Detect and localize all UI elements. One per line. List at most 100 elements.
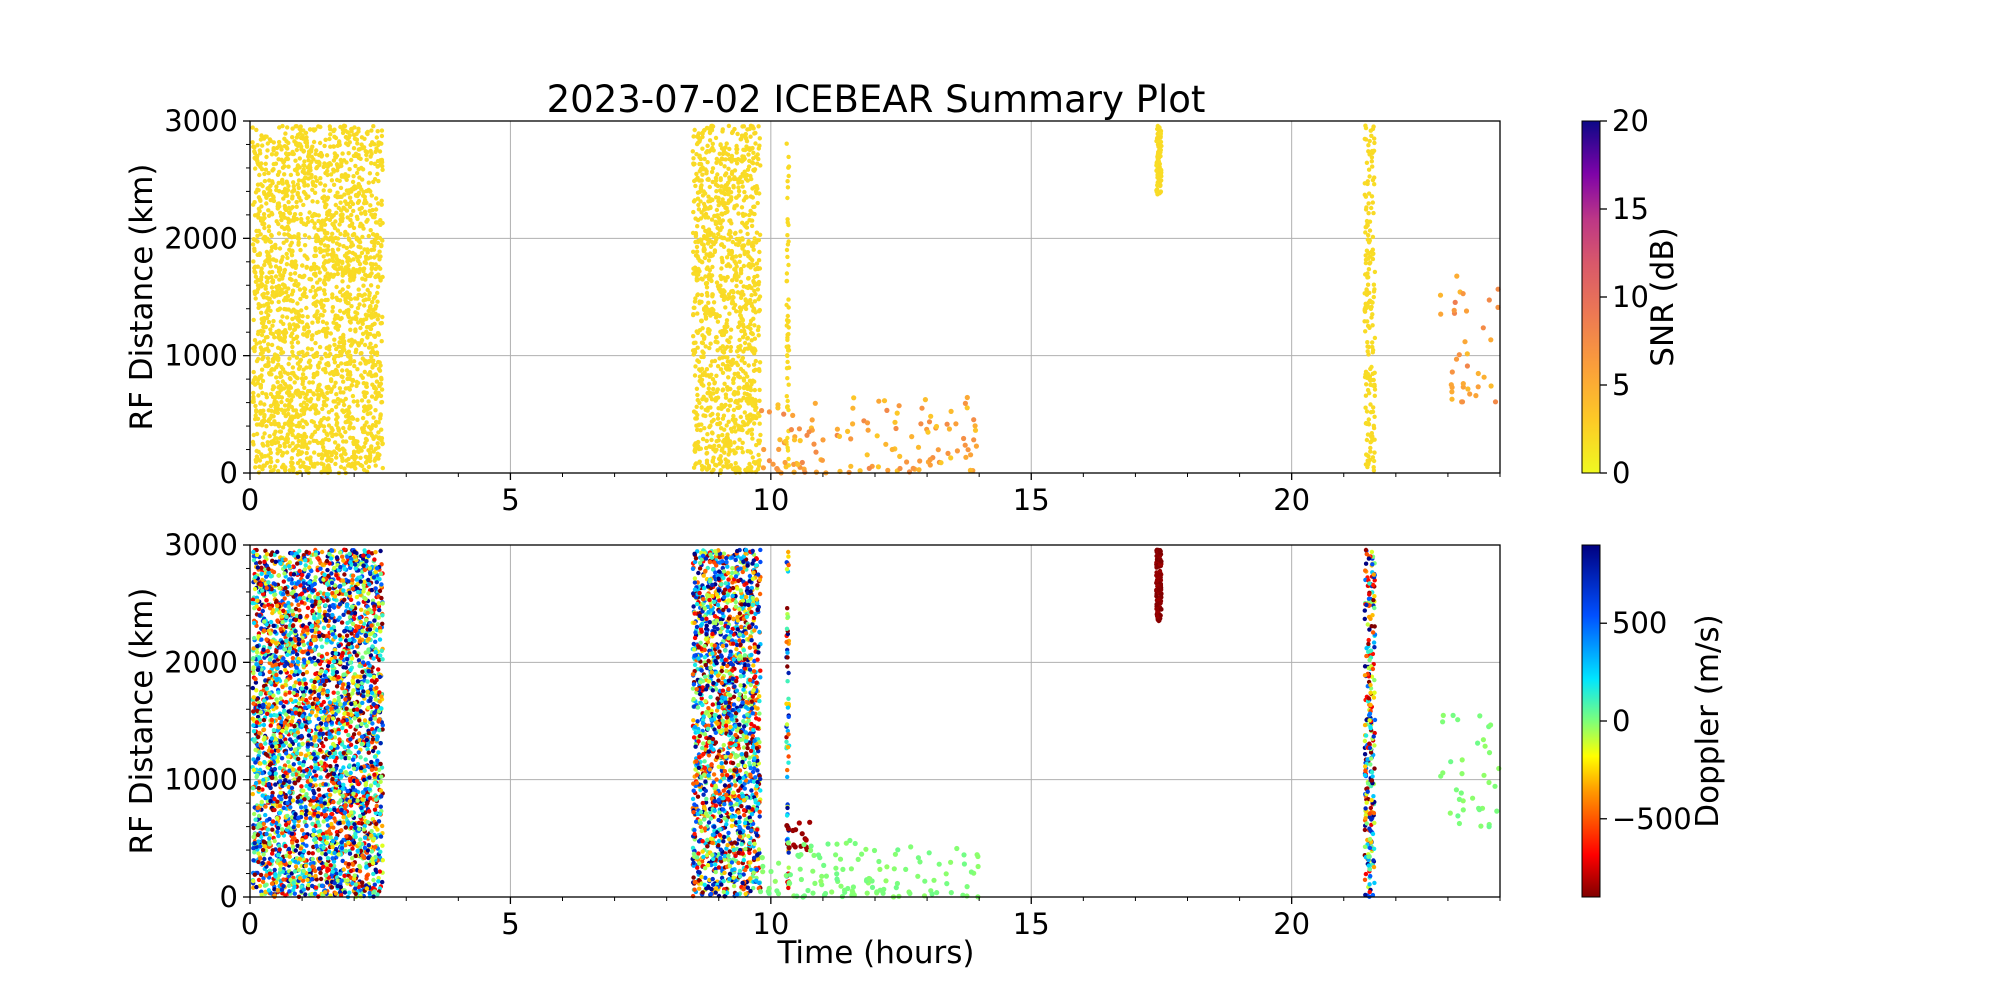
snr-data-point bbox=[373, 363, 377, 367]
snr-data-point bbox=[369, 283, 373, 287]
snr-data-point bbox=[350, 383, 354, 387]
snr-data-point bbox=[322, 327, 326, 331]
snr-data-point bbox=[342, 403, 346, 407]
snr-data-point bbox=[279, 400, 283, 404]
snr-data-point bbox=[904, 459, 909, 464]
snr-data-point bbox=[336, 345, 340, 349]
snr-data-point bbox=[364, 461, 368, 465]
snr-data-point bbox=[731, 418, 735, 422]
snr-data-point bbox=[711, 166, 715, 170]
snr-data-point bbox=[267, 224, 271, 228]
snr-data-point bbox=[785, 279, 789, 283]
snr-data-point bbox=[336, 164, 340, 168]
snr-data-point bbox=[758, 433, 762, 437]
snr-data-point bbox=[340, 375, 344, 379]
snr-data-point bbox=[261, 379, 265, 383]
snr-data-point bbox=[275, 459, 279, 463]
snr-data-point bbox=[340, 279, 344, 283]
snr-data-point bbox=[719, 235, 723, 239]
snr-data-point bbox=[1159, 144, 1163, 148]
snr-data-point bbox=[744, 307, 748, 311]
snr-data-point bbox=[262, 292, 266, 296]
snr-data-point bbox=[747, 159, 751, 163]
snr-data-point bbox=[741, 441, 745, 445]
snr-data-point bbox=[303, 192, 307, 196]
snr-data-point bbox=[1363, 329, 1367, 333]
snr-data-point bbox=[334, 285, 338, 289]
snr-data-point bbox=[345, 178, 349, 182]
snr-data-point bbox=[264, 275, 268, 279]
snr-data-point bbox=[378, 363, 382, 367]
snr-data-point bbox=[324, 452, 328, 456]
snr-data-point bbox=[259, 161, 263, 165]
snr-data-point bbox=[289, 334, 293, 338]
snr-data-point bbox=[741, 369, 745, 373]
snr-data-point bbox=[362, 298, 366, 302]
snr-data-point bbox=[263, 179, 267, 183]
snr-data-point bbox=[363, 343, 367, 347]
snr-data-point bbox=[274, 375, 278, 379]
snr-data-point bbox=[897, 403, 902, 408]
snr-data-point bbox=[302, 291, 306, 295]
snr-data-point bbox=[288, 384, 292, 388]
snr-data-point bbox=[742, 377, 746, 381]
snr-data-point bbox=[1155, 189, 1159, 193]
snr-data-point bbox=[352, 133, 356, 137]
snr-data-point bbox=[290, 341, 294, 345]
snr-data-point bbox=[361, 416, 365, 420]
snr-data-point bbox=[262, 212, 266, 216]
snr-data-point bbox=[272, 419, 276, 423]
snr-data-point bbox=[373, 177, 377, 181]
snr-data-point bbox=[713, 220, 717, 224]
doppler-data-point bbox=[358, 837, 362, 841]
snr-data-point bbox=[364, 382, 368, 386]
snr-data-point bbox=[746, 152, 750, 156]
snr-data-point bbox=[776, 447, 781, 452]
snr-data-point bbox=[307, 360, 311, 364]
snr-data-point bbox=[356, 403, 360, 407]
snr-data-point bbox=[276, 222, 280, 226]
snr-data-point bbox=[1363, 406, 1367, 410]
snr-data-point bbox=[279, 435, 283, 439]
snr-data-point bbox=[312, 450, 316, 454]
snr-data-point bbox=[328, 132, 332, 136]
snr-data-point bbox=[266, 356, 270, 360]
snr-data-point bbox=[332, 144, 336, 148]
snr-data-point bbox=[280, 314, 284, 318]
snr-data-point bbox=[284, 414, 288, 418]
snr-data-point bbox=[348, 319, 352, 323]
snr-data-point bbox=[265, 364, 269, 368]
doppler-data-point bbox=[305, 575, 309, 579]
snr-data-point bbox=[378, 416, 382, 420]
snr-data-point bbox=[790, 413, 795, 418]
snr-data-point bbox=[379, 321, 383, 325]
snr-data-point bbox=[371, 215, 375, 219]
snr-data-point bbox=[1367, 300, 1371, 304]
snr-data-point bbox=[353, 329, 357, 333]
snr-data-point bbox=[377, 250, 381, 254]
snr-data-point bbox=[253, 404, 257, 408]
doppler-data-point bbox=[317, 634, 321, 638]
snr-data-point bbox=[259, 266, 263, 270]
snr-data-point bbox=[711, 293, 715, 297]
doppler-grid bbox=[250, 545, 1500, 897]
snr-data-point bbox=[723, 278, 727, 282]
snr-data-point bbox=[714, 315, 718, 319]
snr-data-point bbox=[704, 169, 708, 173]
snr-data-point bbox=[1365, 275, 1369, 279]
snr-data-point bbox=[949, 409, 954, 414]
snr-data-point bbox=[338, 179, 342, 183]
snr-data-point bbox=[339, 186, 343, 190]
snr-data-point bbox=[286, 165, 290, 169]
snr-data-point bbox=[702, 395, 706, 399]
snr-data-point bbox=[280, 178, 284, 182]
snr-data-point bbox=[271, 319, 275, 323]
snr-data-point bbox=[696, 398, 700, 402]
snr-data-point bbox=[751, 151, 755, 155]
snr-data-point bbox=[712, 381, 716, 385]
snr-data-point bbox=[341, 273, 345, 277]
snr-data-point bbox=[361, 284, 365, 288]
snr-data-point bbox=[708, 342, 712, 346]
snr-data-point bbox=[351, 426, 355, 430]
snr-data-point bbox=[283, 370, 287, 374]
